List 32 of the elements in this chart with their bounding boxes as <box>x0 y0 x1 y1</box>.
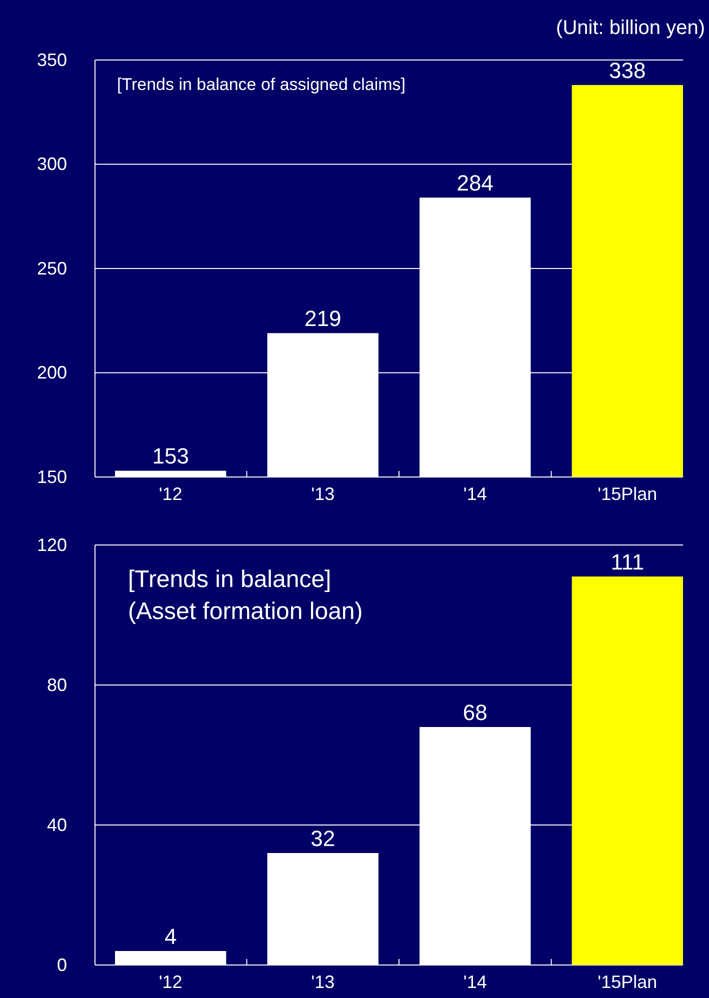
y-tick-label: 0 <box>56 954 67 975</box>
data-label: 153 <box>152 444 189 469</box>
text: (Unit: billion yen) <box>556 17 705 39</box>
x-tick-label: '12 <box>158 484 182 504</box>
data-label: 338 <box>609 58 646 84</box>
x-tick-label: '15Plan <box>598 972 658 992</box>
y-tick-label: 40 <box>46 814 67 835</box>
x-tick-label: '14 <box>463 484 487 504</box>
x-tick-label: '13 <box>311 972 335 992</box>
data-label: 284 <box>456 170 494 196</box>
bar <box>267 853 378 965</box>
data-label: 32 <box>310 826 336 851</box>
y-tick-label: 300 <box>36 154 67 174</box>
y-tick-label: 350 <box>36 50 67 70</box>
bar <box>572 576 683 965</box>
y-tick-label: 80 <box>46 674 67 695</box>
y-tick-label: 120 <box>36 534 67 555</box>
data-label: 111 <box>610 550 644 574</box>
x-tick-label: '12 <box>158 972 182 992</box>
x-tick-label: '15Plan <box>598 484 658 504</box>
text: (Asset formation loan) <box>128 598 363 625</box>
data-label: 219 <box>304 306 342 332</box>
text: [Trends in balance] <box>128 566 332 593</box>
data-label: 4 <box>164 924 177 949</box>
y-tick-label: 250 <box>36 258 67 278</box>
y-tick-label: 150 <box>36 466 67 487</box>
x-tick-label: '13 <box>311 484 335 504</box>
text: [Trends in balance of assigned claims] <box>117 75 406 94</box>
x-tick-label: '14 <box>463 972 487 992</box>
data-label: 68 <box>462 700 488 725</box>
y-tick-label: 200 <box>36 362 67 383</box>
bar <box>115 951 226 965</box>
